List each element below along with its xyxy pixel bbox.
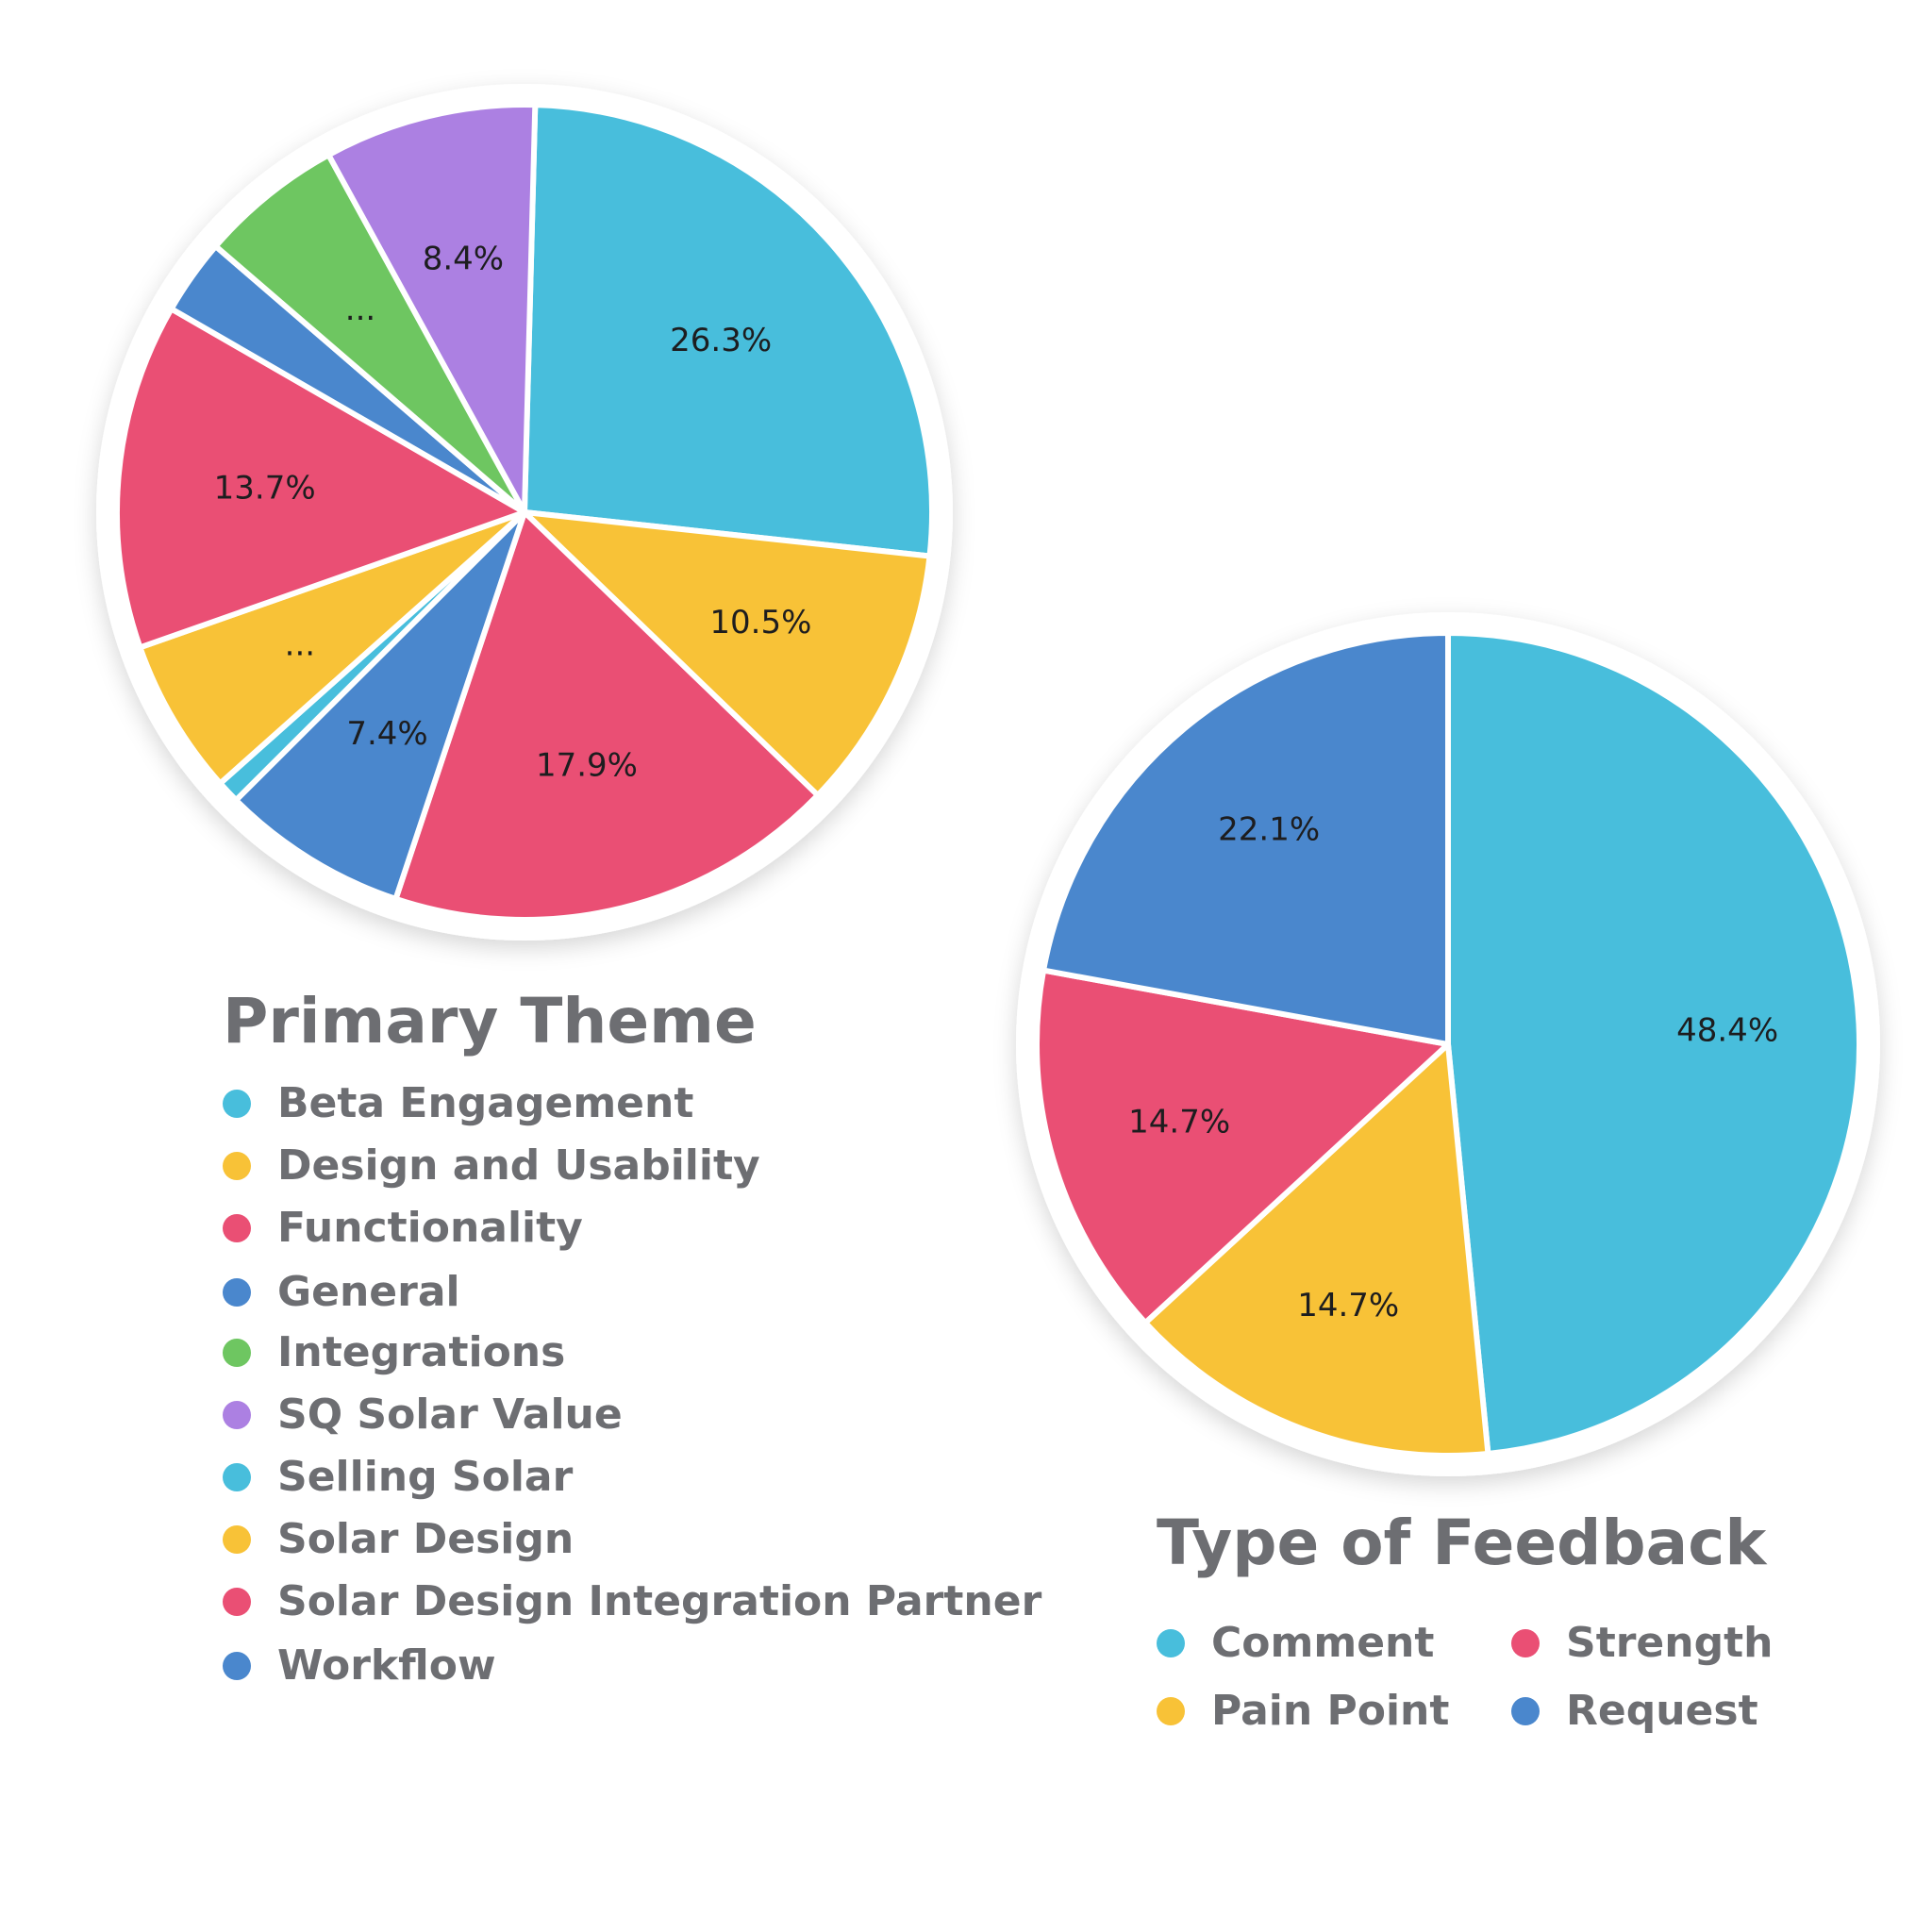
type-of-feedback-slice-strength[interactable]	[1034, 967, 1451, 1326]
primary-theme-slice-functionality[interactable]	[392, 509, 821, 923]
type-of-feedback-slice-request[interactable]	[1041, 630, 1451, 1047]
legend-swatch-dot-icon	[1511, 1629, 1540, 1657]
legend-swatch-dot-icon	[223, 1588, 251, 1616]
legend-swatch-dot-icon	[223, 1525, 251, 1554]
primary-theme-slice-design-and-usability[interactable]	[522, 509, 933, 798]
type-of-feedback-legend: Comment Strength Pain Point Request	[1157, 1623, 1817, 1774]
primary-theme-slice-label-design-and-usability: 10.5%	[709, 604, 811, 641]
primary-theme-legend-item-functionality[interactable]: Functionality	[223, 1208, 583, 1249]
primary-theme-legend-item-solar-design[interactable]: Solar Design	[223, 1519, 574, 1560]
legend-label: Solar Design	[277, 1515, 575, 1563]
type-of-feedback-slice-label-pain-point: 14.7%	[1297, 1287, 1399, 1324]
primary-theme-legend-item-beta-engagement[interactable]: Beta Engagement	[223, 1083, 693, 1124]
primary-theme-slice-solar-design-integration-partner[interactable]	[114, 306, 527, 651]
legend-label: Strength	[1566, 1619, 1774, 1667]
primary-theme-legend-item-selling-solar[interactable]: Selling Solar	[223, 1457, 573, 1498]
legend-label: Functionality	[277, 1204, 583, 1252]
legend-swatch-dot-icon	[1157, 1697, 1185, 1725]
primary-theme-legend-item-design-and-usability[interactable]: Design and Usability	[223, 1145, 760, 1187]
legend-swatch-dot-icon	[223, 1339, 251, 1367]
primary-theme-title: Primary Theme	[223, 985, 757, 1058]
legend-label: Solar Design Integration Partner	[277, 1577, 1042, 1625]
primary-theme-legend-item-sq-solar-value[interactable]: SQ Solar Value	[223, 1394, 623, 1436]
primary-theme-slice-label-general: 7.4%	[346, 715, 427, 753]
primary-theme-slice-label-solar-design-integration-partner: 13.7%	[214, 470, 316, 508]
type-of-feedback-slice-label-request: 22.1%	[1218, 810, 1320, 848]
legend-label: SQ Solar Value	[277, 1391, 623, 1439]
type-of-feedback-pie: 48.4% 14.7% 14.7% 22.1%	[1016, 612, 1880, 1476]
primary-theme-slice-general[interactable]	[233, 509, 527, 902]
type-of-feedback-legend-item-strength[interactable]: Strength	[1511, 1623, 1773, 1664]
legend-swatch-dot-icon	[223, 1278, 251, 1307]
legend-label: Pain Point	[1211, 1687, 1450, 1735]
legend-swatch-dot-icon	[1511, 1697, 1540, 1725]
legend-swatch-dot-icon	[223, 1152, 251, 1180]
legend-swatch-dot-icon	[223, 1652, 251, 1680]
legend-label: Comment	[1211, 1619, 1435, 1667]
legend-label: Beta Engagement	[277, 1079, 694, 1127]
primary-theme-legend-item-general[interactable]: General	[223, 1272, 460, 1313]
type-of-feedback-slice-pain-point[interactable]	[1142, 1041, 1491, 1458]
type-of-feedback-legend-item-request[interactable]: Request	[1511, 1690, 1758, 1732]
primary-theme-slice-solar-design[interactable]	[137, 509, 527, 787]
primary-theme-legend-item-workflow[interactable]: Workflow	[223, 1645, 496, 1687]
legend-label: Request	[1566, 1687, 1758, 1735]
primary-theme-slice-label-sq-solar-value: 8.4%	[423, 240, 504, 277]
legend-swatch-dot-icon	[223, 1463, 251, 1491]
type-of-feedback-title: Type of Feedback	[1157, 1507, 1767, 1579]
legend-label: General	[277, 1268, 460, 1316]
legend-label: Integrations	[277, 1328, 566, 1376]
type-of-feedback-legend-item-pain-point[interactable]: Pain Point	[1157, 1690, 1449, 1732]
type-of-feedback-legend-item-comment[interactable]: Comment	[1157, 1623, 1434, 1664]
primary-theme-slice-label-integrations: ...	[345, 291, 375, 328]
legend-label: Design and Usability	[277, 1141, 760, 1190]
legend-swatch-dot-icon	[223, 1214, 251, 1242]
primary-theme-slice-sq-solar-value[interactable]	[325, 102, 539, 515]
primary-theme-slice-beta-engagement[interactable]	[522, 102, 935, 559]
legend-swatch-dot-icon	[223, 1401, 251, 1429]
legend-label: Selling Solar	[277, 1453, 574, 1501]
primary-theme-legend-item-integrations[interactable]: Integrations	[223, 1332, 565, 1374]
primary-theme-slice-label-beta-engagement: 26.3%	[670, 322, 772, 359]
legend-swatch-dot-icon	[1157, 1629, 1185, 1657]
primary-theme-legend: Beta Engagement Design and Usability Funct…	[223, 1083, 1041, 1706]
primary-theme-legend-item-solar-design-integration-partner[interactable]: Solar Design Integration Partner	[223, 1581, 1041, 1623]
primary-theme-slice-label-functionality: 17.9%	[536, 746, 638, 784]
type-of-feedback-slice-comment[interactable]	[1445, 630, 1862, 1457]
legend-swatch-dot-icon	[223, 1090, 251, 1118]
type-of-feedback-slice-label-strength: 14.7%	[1128, 1103, 1230, 1141]
legend-label: Workflow	[277, 1641, 496, 1690]
primary-theme-slice-label-solar-design: ...	[285, 625, 315, 663]
type-of-feedback-slice-label-comment: 48.4%	[1676, 1012, 1778, 1050]
primary-theme-pie: 26.3% 10.5% 17.9% 7.4%... 13.7%... 8.4%	[96, 84, 953, 941]
